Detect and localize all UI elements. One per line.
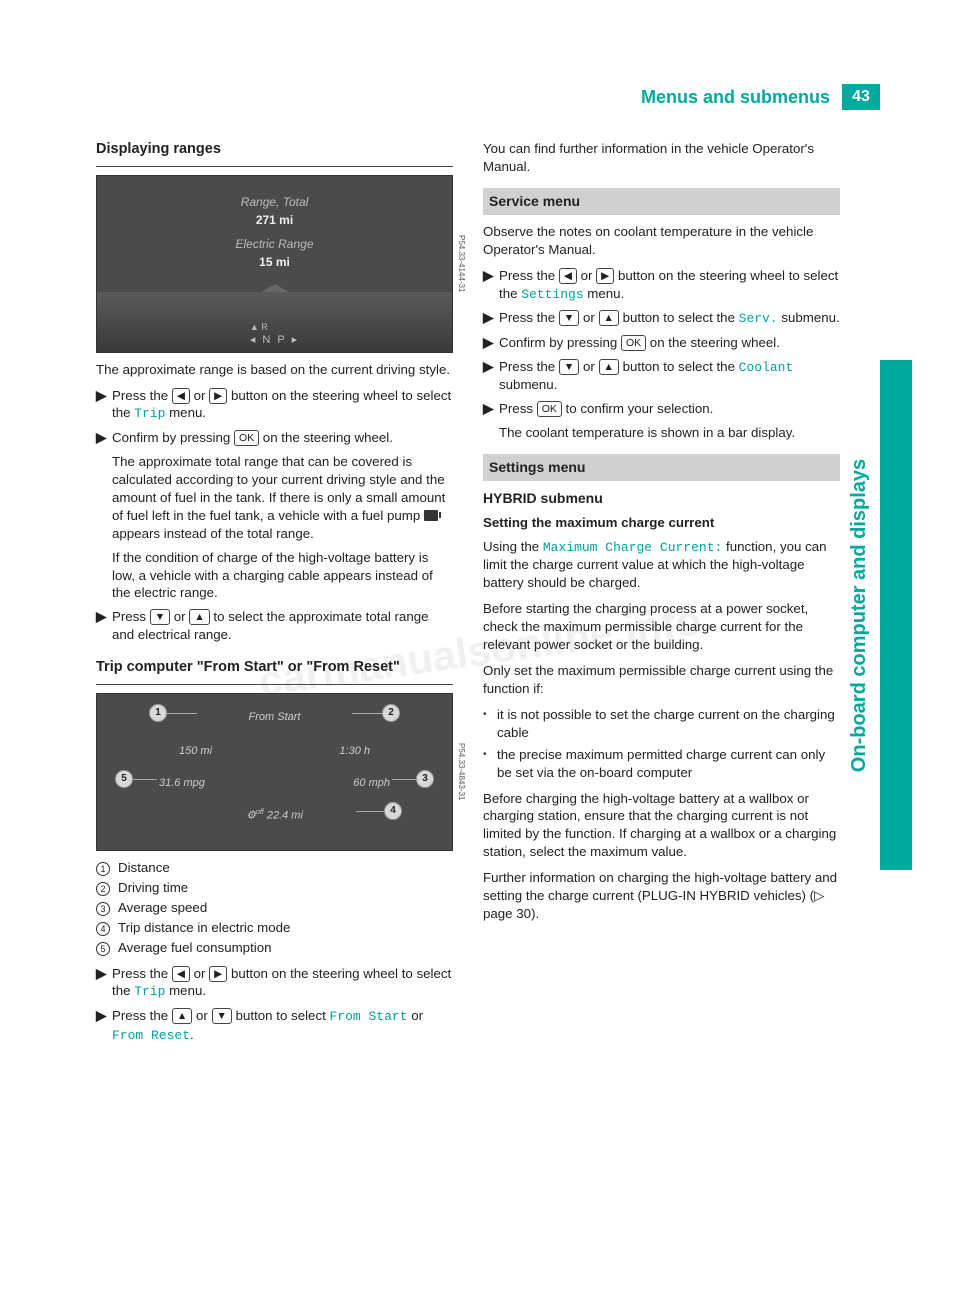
para: Before charging the high-voltage battery… bbox=[483, 790, 840, 862]
bullet-icon: • bbox=[483, 746, 497, 782]
down-key-icon: ▼ bbox=[150, 609, 170, 625]
para: You can find further information in the … bbox=[483, 140, 840, 176]
right-column: You can find further information in the … bbox=[483, 140, 840, 1242]
menu-name: From Start bbox=[329, 1009, 407, 1024]
up-key-icon: ▲ bbox=[189, 609, 209, 625]
subheading-hybrid: HYBRID submenu bbox=[483, 489, 840, 508]
up-key-icon: ▲ bbox=[172, 1008, 192, 1024]
indent-para: The approximate total range that can be … bbox=[112, 453, 453, 543]
legend-num-icon: 1 bbox=[96, 862, 110, 876]
menu-name: From Reset bbox=[112, 1028, 190, 1043]
para: Observe the notes on coolant temperature… bbox=[483, 223, 840, 259]
step: ▶ Press OK to confirm your selection. bbox=[483, 400, 840, 418]
ok-key-icon: OK bbox=[621, 335, 646, 351]
step-arrow-icon: ▶ bbox=[96, 429, 112, 447]
callout-2: 2 bbox=[382, 704, 400, 722]
legend-item: 5Average fuel consumption bbox=[96, 939, 453, 957]
step: ▶ Confirm by pressing OK on the steering… bbox=[483, 334, 840, 352]
step: ▶ Press the ▼ or ▲ button to select the … bbox=[483, 358, 840, 394]
right-key-icon: ▶ bbox=[596, 268, 614, 284]
callout-5: 5 bbox=[115, 770, 133, 788]
section-title-ranges: Displaying ranges bbox=[96, 140, 453, 160]
bullet-item: • the precise maximum permitted charge c… bbox=[483, 746, 840, 782]
menu-name: Trip bbox=[134, 406, 165, 421]
left-key-icon: ◀ bbox=[559, 268, 577, 284]
legend-num-icon: 3 bbox=[96, 902, 110, 916]
side-label: On-board computer and displays bbox=[844, 360, 876, 870]
fuel-pump-icon bbox=[424, 510, 438, 521]
header: Menus and submenus 43 bbox=[490, 84, 880, 110]
callout-1: 1 bbox=[149, 704, 167, 722]
legend-num-icon: 5 bbox=[96, 942, 110, 956]
section-title-trip: Trip computer "From Start" or "From Rese… bbox=[96, 658, 453, 678]
indent-para: If the condition of charge of the high-v… bbox=[112, 549, 453, 603]
down-key-icon: ▼ bbox=[559, 359, 579, 375]
right-key-icon: ▶ bbox=[209, 966, 227, 982]
side-tab bbox=[880, 360, 912, 870]
down-key-icon: ▼ bbox=[212, 1008, 232, 1024]
section-heading-settings: Settings menu bbox=[483, 454, 840, 481]
callout-3: 3 bbox=[416, 770, 434, 788]
step-arrow-icon: ▶ bbox=[96, 965, 112, 1001]
step-arrow-icon: ▶ bbox=[483, 309, 499, 328]
step: ▶ Confirm by pressing OK on the steering… bbox=[96, 429, 453, 447]
legend-item: 1Distance bbox=[96, 859, 453, 877]
step: ▶ Press the ▼ or ▲ button to select the … bbox=[483, 309, 840, 328]
figure-trip: P54.33-4843-31 From Start 150 mi 1:30 h … bbox=[96, 693, 453, 851]
ok-key-icon: OK bbox=[537, 401, 562, 417]
figure-ranges: P54.33-4144-31 Range, Total 271 mi Elect… bbox=[96, 175, 453, 353]
figure-code: P54.33-4144-31 bbox=[452, 186, 466, 342]
step: ▶ Press the ◀ or ▶ button on the steerin… bbox=[483, 267, 840, 303]
step-arrow-icon: ▶ bbox=[483, 358, 499, 394]
left-key-icon: ◀ bbox=[172, 388, 190, 404]
menu-name: Settings bbox=[521, 287, 583, 302]
menu-name: Coolant bbox=[739, 360, 794, 375]
step: ▶ Press the ◀ or ▶ button on the steerin… bbox=[96, 387, 453, 423]
figure-code: P54.33-4843-31 bbox=[452, 704, 466, 840]
step: ▶ Press the ▲ or ▼ button to select From… bbox=[96, 1007, 453, 1044]
up-key-icon: ▲ bbox=[599, 359, 619, 375]
content-columns: Displaying ranges P54.33-4144-31 Range, … bbox=[96, 140, 840, 1242]
step: ▶ Press the ◀ or ▶ button on the steerin… bbox=[96, 965, 453, 1001]
step-arrow-icon: ▶ bbox=[483, 400, 499, 418]
rule bbox=[96, 684, 453, 685]
menu-name: Serv. bbox=[739, 311, 778, 326]
legend-num-icon: 4 bbox=[96, 922, 110, 936]
section-heading-service: Service menu bbox=[483, 188, 840, 215]
step: ▶ Press ▼ or ▲ to select the approximate… bbox=[96, 608, 453, 644]
subsubheading-max: Setting the maximum charge current bbox=[483, 514, 840, 532]
legend-item: 3Average speed bbox=[96, 899, 453, 917]
bullet-icon: • bbox=[483, 706, 497, 742]
down-key-icon: ▼ bbox=[559, 310, 579, 326]
header-title: Menus and submenus bbox=[641, 87, 830, 108]
callout-4: 4 bbox=[384, 802, 402, 820]
right-key-icon: ▶ bbox=[209, 388, 227, 404]
para: The approximate range is based on the cu… bbox=[96, 361, 453, 379]
para: Using the Maximum Charge Current: functi… bbox=[483, 538, 840, 592]
para: Only set the maximum permissible charge … bbox=[483, 662, 840, 698]
ok-key-icon: OK bbox=[234, 430, 259, 446]
step-arrow-icon: ▶ bbox=[96, 1007, 112, 1044]
rule bbox=[96, 166, 453, 167]
bullet-item: • it is not possible to set the charge c… bbox=[483, 706, 840, 742]
page-number: 43 bbox=[842, 84, 880, 110]
left-key-icon: ◀ bbox=[172, 966, 190, 982]
up-key-icon: ▲ bbox=[599, 310, 619, 326]
menu-name: Trip bbox=[134, 984, 165, 999]
legend-num-icon: 2 bbox=[96, 882, 110, 896]
step-arrow-icon: ▶ bbox=[96, 608, 112, 644]
legend-item: 2Driving time bbox=[96, 879, 453, 897]
legend-item: 4Trip distance in electric mode bbox=[96, 919, 453, 937]
left-column: Displaying ranges P54.33-4144-31 Range, … bbox=[96, 140, 453, 1242]
indent-para: The coolant temperature is shown in a ba… bbox=[499, 424, 840, 442]
para: Before starting the charging process at … bbox=[483, 600, 840, 654]
menu-name: Maximum Charge Current: bbox=[543, 540, 722, 555]
step-arrow-icon: ▶ bbox=[483, 334, 499, 352]
step-arrow-icon: ▶ bbox=[483, 267, 499, 303]
para: Further information on charging the high… bbox=[483, 869, 840, 923]
page: Menus and submenus 43 On-board computer … bbox=[0, 0, 960, 1302]
step-arrow-icon: ▶ bbox=[96, 387, 112, 423]
